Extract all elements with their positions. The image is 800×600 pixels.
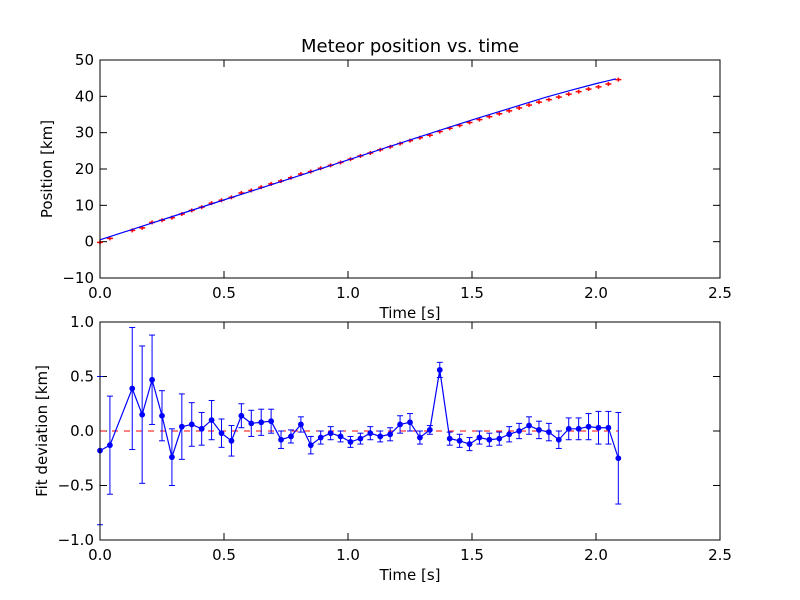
data-point	[258, 419, 265, 426]
series-line	[99, 369, 619, 460]
x-tick-label: 0.0	[88, 546, 112, 564]
data-marks	[97, 77, 622, 245]
data-point	[506, 431, 513, 438]
data-marks	[97, 326, 622, 526]
data-point	[347, 439, 354, 445]
data-point	[486, 436, 493, 443]
data-point	[496, 435, 503, 442]
data-point	[188, 421, 195, 428]
y-tick-label: 0	[84, 233, 94, 251]
y-tick-label: 1.0	[70, 313, 94, 331]
y-tick-label: 20	[75, 160, 94, 178]
data-point	[139, 411, 146, 418]
x-tick-label: 1.5	[460, 284, 484, 302]
data-point	[476, 434, 483, 441]
data-point	[228, 437, 235, 444]
chart-position-vs-time: Meteor position vs. time 0.0 0.5 1.0 1.5 2.0…	[38, 36, 732, 322]
data-point	[605, 424, 612, 431]
data-point	[288, 433, 294, 440]
x-tick-label: 1.5	[460, 546, 484, 564]
data-point	[149, 376, 155, 383]
data-point	[248, 420, 255, 427]
data-point	[337, 433, 344, 440]
chart-title: Meteor position vs. time	[301, 36, 519, 57]
data-point	[159, 412, 165, 419]
data-point	[297, 421, 304, 428]
data-point	[466, 441, 473, 447]
x-tick-label: 0.5	[212, 284, 236, 302]
data-point	[198, 425, 205, 432]
data-point	[545, 429, 552, 435]
x-tick-label: 0.0	[88, 284, 112, 302]
plot-area	[100, 60, 720, 278]
y-tick-label: 30	[75, 124, 94, 142]
data-point	[516, 428, 523, 434]
data-point	[565, 425, 572, 432]
data-point	[208, 417, 215, 424]
x-tick-label: 2.5	[708, 284, 732, 302]
data-point	[307, 442, 314, 449]
y-tick-label: 10	[75, 196, 94, 214]
data-point	[327, 430, 334, 437]
y-tick-label: −1.0	[58, 531, 94, 549]
data-point	[417, 434, 423, 441]
plot-frame	[99, 59, 721, 279]
x-tick-label: 2.0	[584, 546, 608, 564]
plot-frame	[99, 321, 721, 541]
data-point	[446, 435, 453, 442]
y-tick-label: 0.0	[70, 422, 94, 440]
y-tick-label: −10	[62, 269, 94, 287]
y-tick-label: 40	[75, 87, 94, 105]
series-line	[99, 78, 616, 241]
y-tick-label: −0.5	[58, 477, 94, 495]
data-point	[268, 418, 275, 425]
data-point	[595, 424, 602, 431]
data-point	[536, 427, 542, 433]
x-tick-label: 2.0	[584, 284, 608, 302]
data-point	[317, 434, 324, 441]
data-point	[387, 431, 394, 438]
data-point	[456, 437, 463, 444]
x-axis-label: Time [s]	[379, 304, 441, 322]
data-point	[426, 427, 433, 433]
y-tick-label: 0.5	[70, 368, 94, 386]
data-point	[615, 455, 622, 462]
x-tick-label: 1.0	[336, 284, 360, 302]
x-tick-label: 1.0	[336, 546, 360, 564]
data-point	[397, 421, 403, 428]
x-tick-label: 0.5	[212, 546, 236, 564]
data-point	[169, 454, 175, 461]
data-point	[367, 430, 374, 437]
data-point	[178, 423, 185, 430]
data-point	[238, 412, 245, 419]
data-point	[129, 385, 136, 392]
data-point	[377, 433, 384, 440]
x-axis-label: Time [s]	[379, 566, 441, 584]
data-point	[218, 430, 225, 437]
data-point	[555, 436, 562, 443]
data-point	[278, 436, 284, 443]
data-point	[436, 367, 443, 373]
data-point	[107, 442, 113, 449]
y-axis-label: Fit deviation [km]	[33, 365, 51, 497]
data-point	[585, 423, 592, 430]
y-tick-label: 50	[75, 51, 94, 69]
x-tick-label: 2.5	[708, 546, 732, 564]
tick-group: 0.0 0.5 1.0 1.5 2.0 2.5 −10 0 10 20 30 40 50	[62, 51, 732, 302]
data-point	[407, 419, 413, 426]
data-point	[575, 425, 582, 432]
tick-group: 0.0 0.5 1.0 1.5 2.0 2.5 −1.0 −0.5 0.0 0.5 1.0	[58, 313, 732, 564]
chart-fit-deviation: 0.0 0.5 1.0 1.5 2.0 2.5 −1.0 −0.5 0.0 0.5 1.0 Time…	[33, 313, 732, 584]
y-axis-label: Position [km]	[38, 120, 56, 218]
data-point	[357, 435, 364, 442]
data-point	[526, 422, 532, 429]
